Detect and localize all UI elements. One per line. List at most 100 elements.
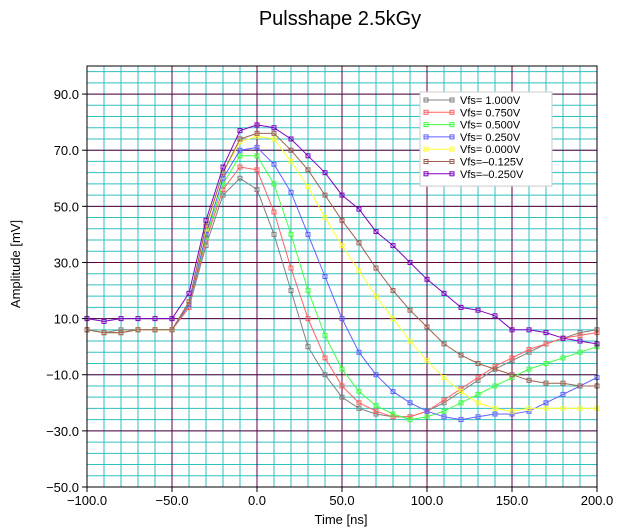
data-point <box>254 130 260 136</box>
data-point <box>101 318 107 324</box>
data-point <box>271 231 277 237</box>
data-point <box>526 377 532 383</box>
data-point <box>543 400 549 406</box>
x-tick-label: 200.0 <box>581 493 614 508</box>
data-point <box>560 405 566 411</box>
data-point <box>288 288 294 294</box>
x-axis-label: Time [ns] <box>315 512 368 527</box>
data-point <box>339 316 345 322</box>
data-point <box>356 405 362 411</box>
legend-label: Vfs= 0.750V <box>460 107 521 119</box>
data-point <box>339 243 345 249</box>
y-tick-label: 10.0 <box>54 312 79 327</box>
data-point <box>475 375 481 381</box>
data-point <box>390 411 396 417</box>
data-point <box>492 411 498 417</box>
data-point <box>271 125 277 131</box>
legend-swatch-marker <box>449 97 455 103</box>
data-point <box>390 316 396 322</box>
data-point <box>577 349 583 355</box>
data-point <box>288 231 294 237</box>
data-point <box>339 217 345 223</box>
y-tick-label: 50.0 <box>54 199 79 214</box>
data-point <box>458 417 464 423</box>
data-point <box>543 330 549 336</box>
data-point <box>475 414 481 420</box>
data-point <box>543 380 549 386</box>
data-point <box>509 411 515 417</box>
y-tick-label: −30.0 <box>46 424 79 439</box>
data-point <box>577 383 583 389</box>
data-point <box>458 389 464 395</box>
data-point <box>373 403 379 409</box>
data-point <box>305 184 311 190</box>
data-point <box>407 414 413 420</box>
data-point <box>526 405 532 411</box>
data-point <box>577 405 583 411</box>
data-point <box>356 400 362 406</box>
data-point <box>458 386 464 392</box>
data-point <box>509 327 515 333</box>
data-point <box>237 147 243 153</box>
legend-item: Vfs= 0.000V <box>423 144 521 156</box>
legend-box <box>419 91 553 187</box>
data-point <box>407 400 413 406</box>
data-point <box>560 380 566 386</box>
data-point <box>271 136 277 142</box>
data-point <box>458 352 464 358</box>
data-point <box>237 164 243 170</box>
data-point <box>237 175 243 181</box>
x-tick-label: 100.0 <box>411 493 444 508</box>
data-point <box>475 307 481 313</box>
data-point <box>305 288 311 294</box>
data-point <box>305 231 311 237</box>
data-point <box>356 389 362 395</box>
data-point <box>390 414 396 420</box>
data-point <box>118 330 124 336</box>
data-point <box>492 405 498 411</box>
legend-swatch-marker <box>449 171 455 177</box>
data-point <box>475 361 481 367</box>
data-point <box>254 133 260 139</box>
data-point <box>339 394 345 400</box>
data-point <box>356 268 362 274</box>
data-point <box>339 383 345 389</box>
legend-label: Vfs=–0.125V <box>460 157 524 169</box>
y-tick-label: 90.0 <box>54 87 79 102</box>
data-point <box>271 181 277 187</box>
data-point <box>254 167 260 173</box>
legend-label: Vfs= 1.000V <box>460 95 521 107</box>
data-point <box>577 330 583 336</box>
legend-item: Vfs= 0.750V <box>423 107 521 119</box>
data-point <box>407 417 413 423</box>
data-point <box>526 327 532 333</box>
data-point <box>441 397 447 403</box>
y-tick-label: −50.0 <box>46 480 79 495</box>
legend-item: Vfs= 0.250V <box>423 132 521 144</box>
data-point <box>526 366 532 372</box>
data-point <box>373 372 379 378</box>
data-point <box>373 411 379 417</box>
x-tick-label: 50.0 <box>329 493 354 508</box>
data-point <box>322 215 328 221</box>
data-point <box>237 153 243 159</box>
data-point <box>305 167 311 173</box>
data-point <box>441 375 447 381</box>
data-point <box>271 209 277 215</box>
data-point <box>543 341 549 347</box>
data-point <box>492 363 498 369</box>
legend-swatch-marker <box>449 134 455 140</box>
data-point <box>254 153 260 159</box>
data-point <box>390 389 396 395</box>
tick-labels: −100.0 −50.0 0.0 50.0 100.0 150.0 200.0−50.0−3… <box>46 87 613 508</box>
data-point <box>101 330 107 336</box>
chart-title: Pulsshape 2.5kGy <box>259 8 421 30</box>
series-line <box>86 124 598 345</box>
data-point <box>288 147 294 153</box>
data-point <box>543 405 549 411</box>
series-6 <box>84 122 600 347</box>
data-point <box>475 400 481 406</box>
data-point <box>220 164 226 170</box>
grid <box>86 66 598 488</box>
